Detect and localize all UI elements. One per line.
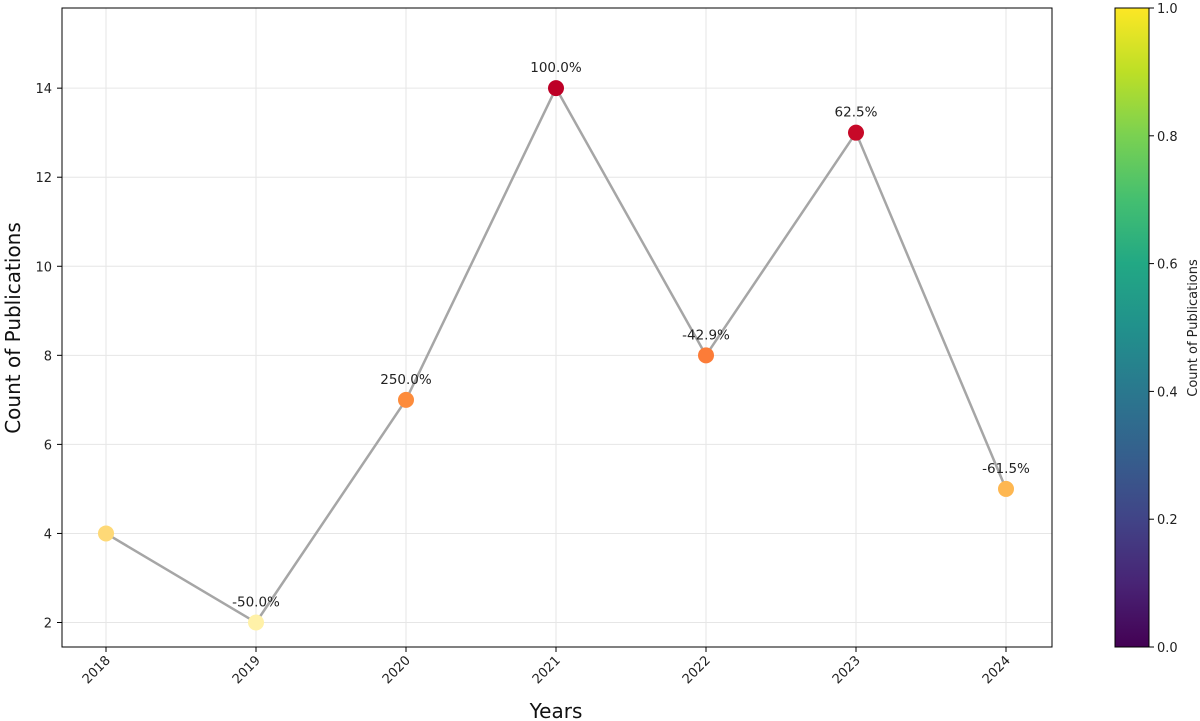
y-tick-label: 2 (44, 617, 52, 632)
x-tick-label: 2020 (380, 653, 414, 687)
x-tick-label: 2022 (680, 653, 714, 687)
data-point (98, 525, 114, 542)
y-tick-label: 12 (35, 171, 52, 186)
data-point (998, 480, 1014, 497)
axes: 2 4 6 8 10 12 14 2018 2019 2020 2021 2022 2023 2024 (35, 7, 1053, 687)
x-tick-label: 2023 (830, 653, 864, 687)
y-tick-label: 10 (35, 260, 52, 275)
data-point (248, 614, 264, 631)
growth-label: -61.5% (982, 461, 1030, 477)
series (98, 80, 1014, 631)
x-tick-label: 2018 (80, 653, 114, 687)
y-tick-label: 8 (44, 349, 52, 364)
x-tick-label: 2024 (980, 653, 1014, 687)
growth-label: 100.0% (530, 60, 582, 76)
colorbar-gradient (1114, 7, 1150, 648)
colorbar-title: Count of Publications (1186, 259, 1200, 397)
colorbar: 0.0 0.2 0.4 0.6 0.8 1.0 Count of Publications (1114, 2, 1200, 656)
colorbar-tick-label: 1.0 (1157, 2, 1178, 17)
y-tick-label: 6 (44, 438, 52, 453)
colorbar-ticks: 0.0 0.2 0.4 0.6 0.8 1.0 (1149, 2, 1178, 656)
y-tick-label: 4 (44, 527, 52, 542)
labels: -50.0% 250.0% 100.0% -42.9% 62.5% -61.5% (232, 60, 1030, 610)
data-point (548, 80, 564, 97)
data-point (848, 124, 864, 141)
data-point (698, 347, 714, 364)
colorbar-tick-label: 0.0 (1157, 641, 1178, 656)
x-tick-label: 2021 (530, 653, 564, 687)
y-tick-label: 14 (35, 82, 52, 97)
x-tick-label: 2019 (230, 653, 264, 687)
grid (62, 8, 1052, 647)
colorbar-tick-label: 0.8 (1157, 130, 1178, 145)
colorbar-tick-label: 0.4 (1157, 385, 1178, 400)
plot-frame (61, 7, 1053, 648)
growth-label: 62.5% (835, 105, 878, 121)
growth-label: 250.0% (380, 372, 432, 388)
x-axis-title: Years (529, 699, 583, 721)
colorbar-tick-label: 0.2 (1157, 513, 1178, 528)
y-axis-title: Count of Publications (1, 222, 25, 434)
colorbar-tick-label: 0.6 (1157, 258, 1178, 273)
growth-label: -50.0% (232, 595, 280, 611)
growth-label: -42.9% (682, 327, 730, 343)
data-point (398, 391, 414, 408)
